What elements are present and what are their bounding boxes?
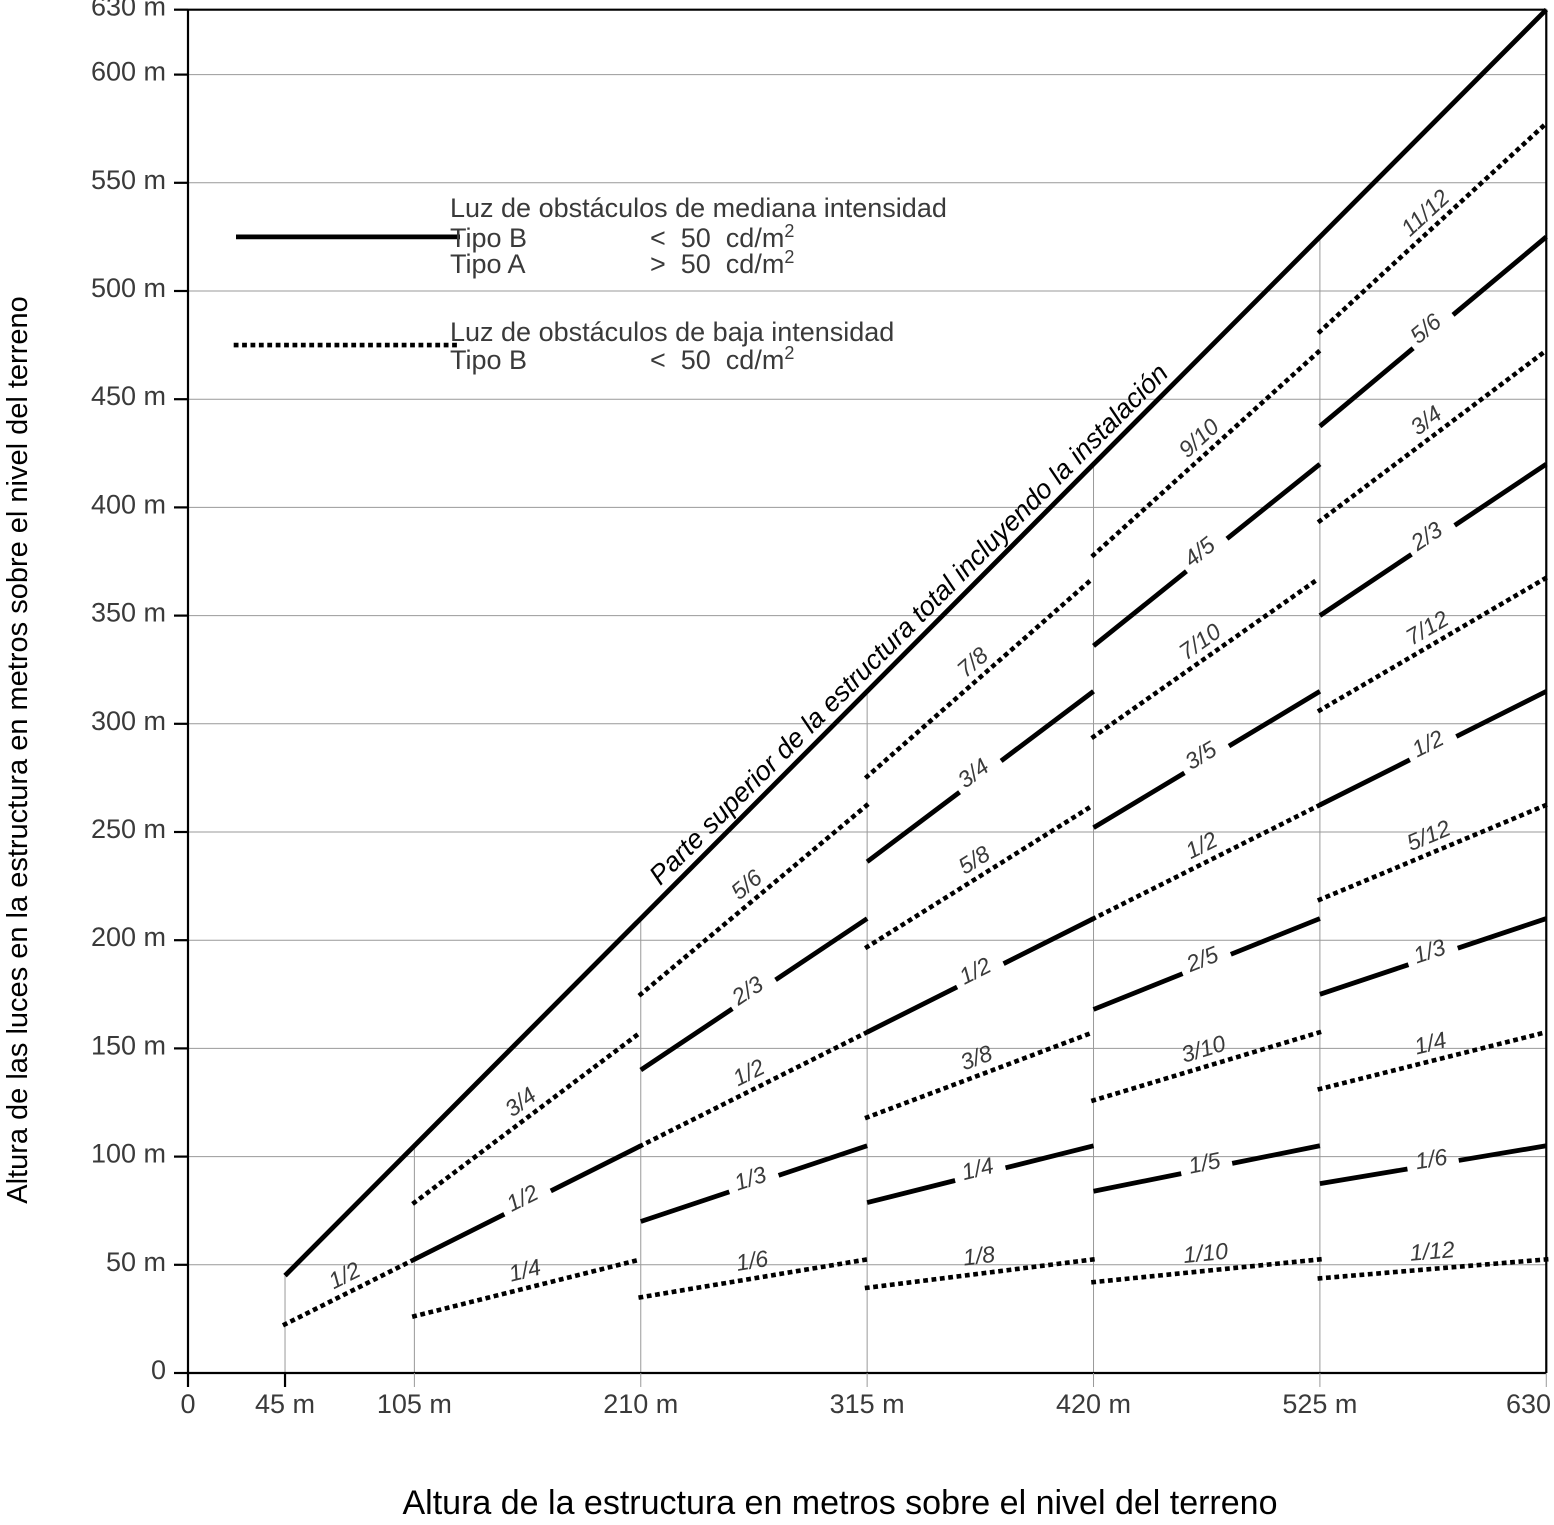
svg-text:150 m: 150 m xyxy=(91,1030,166,1060)
svg-text:210 m: 210 m xyxy=(603,1389,678,1419)
svg-text:Luz de obstáculos de baja inte: Luz de obstáculos de baja intensidad xyxy=(450,317,894,347)
svg-text:200 m: 200 m xyxy=(91,922,166,952)
svg-text:350 m: 350 m xyxy=(91,598,166,628)
svg-text:100 m: 100 m xyxy=(91,1139,166,1169)
svg-text:400 m: 400 m xyxy=(91,489,166,519)
svg-text:500 m: 500 m xyxy=(91,273,166,303)
svg-text:50 m: 50 m xyxy=(106,1247,166,1277)
svg-text:0: 0 xyxy=(180,1389,195,1419)
svg-text:> 50 cd/m2: > 50 cd/m2 xyxy=(650,247,794,279)
svg-text:1/10: 1/10 xyxy=(1182,1238,1229,1268)
svg-text:450 m: 450 m xyxy=(91,381,166,411)
svg-text:1/12: 1/12 xyxy=(1409,1236,1456,1266)
svg-text:550 m: 550 m xyxy=(91,165,166,195)
svg-text:Altura de las luces en la estr: Altura de las luces en la estructura en … xyxy=(2,296,34,1204)
svg-text:630 m: 630 m xyxy=(91,0,166,22)
svg-text:525 m: 525 m xyxy=(1282,1389,1357,1419)
svg-text:45 m: 45 m xyxy=(255,1389,315,1419)
svg-text:1/6: 1/6 xyxy=(1413,1143,1449,1174)
svg-text:Altura de la estructura en met: Altura de la estructura en metros sobre … xyxy=(402,1484,1277,1522)
svg-text:300 m: 300 m xyxy=(91,706,166,736)
svg-text:0: 0 xyxy=(151,1355,166,1385)
svg-text:105 m: 105 m xyxy=(377,1389,452,1419)
svg-text:Tipo B: Tipo B xyxy=(450,345,527,375)
svg-text:< 50 cd/m2: < 50 cd/m2 xyxy=(650,343,794,375)
svg-text:1/6: 1/6 xyxy=(734,1245,770,1276)
svg-text:250 m: 250 m xyxy=(91,814,166,844)
svg-text:Luz de obstáculos de mediana i: Luz de obstáculos de mediana intensidad xyxy=(450,193,947,223)
svg-text:1/8: 1/8 xyxy=(961,1241,996,1271)
svg-text:Tipo A: Tipo A xyxy=(450,249,526,279)
svg-text:420 m: 420 m xyxy=(1056,1389,1131,1419)
svg-text:600 m: 600 m xyxy=(91,57,166,87)
svg-text:630: 630 xyxy=(1506,1389,1551,1419)
svg-text:315 m: 315 m xyxy=(830,1389,905,1419)
